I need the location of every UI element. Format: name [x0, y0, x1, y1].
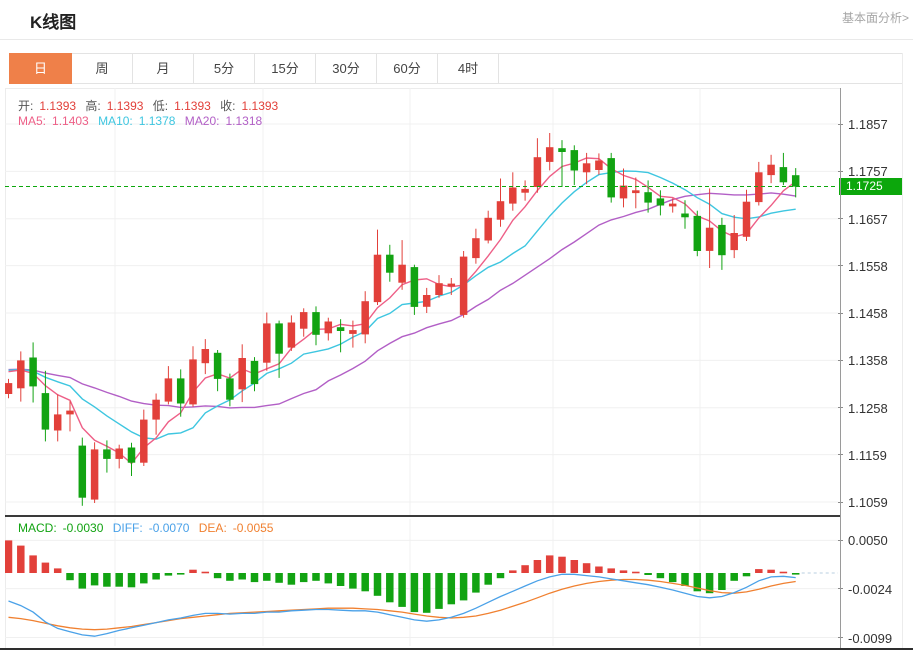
high-value: 1.1393	[106, 99, 144, 113]
price-axis-label: 1.1159	[848, 447, 887, 463]
macd-chart-canvas[interactable]	[5, 519, 841, 646]
price-axis-label: 1.1558	[848, 258, 888, 274]
dea-value: -0.0055	[232, 521, 274, 535]
chart-frame	[5, 88, 841, 649]
panel-separator	[5, 515, 841, 517]
tab-月[interactable]: 月	[133, 54, 194, 83]
candlestick-chart-canvas[interactable]	[5, 88, 841, 515]
interval-tab-bar: 日周月 5分 15分 30分 60分 4时	[9, 53, 903, 84]
page-title: K线图	[30, 13, 77, 32]
ma20-value: 1.1318	[225, 114, 263, 128]
header-divider	[0, 39, 913, 40]
close-value: 1.1393	[241, 99, 279, 113]
price-axis-label: 1.1358	[848, 353, 888, 369]
ohlc-readout: 开: 1.1393 高: 1.1393 低: 1.1393 收: 1.1393	[18, 97, 284, 114]
fundamental-analysis-link[interactable]: 基本面分析>	[841, 11, 909, 25]
tab-30分[interactable]: 30分	[316, 54, 377, 83]
widget-right-border	[902, 53, 903, 649]
axis-border	[840, 88, 841, 649]
dea-label: DEA:	[198, 521, 227, 535]
macd-axis-label: -0.0024	[848, 581, 893, 597]
price-axis-label: 1.1059	[848, 495, 888, 510]
ma5-value: 1.1403	[52, 114, 89, 128]
diff-label: DIFF:	[112, 521, 143, 535]
ma10-value: 1.1378	[138, 114, 176, 128]
price-axis-label: 1.1757	[848, 164, 888, 180]
tab-周[interactable]: 周	[72, 54, 133, 83]
ma10-label: MA10:	[98, 114, 133, 128]
ma20-label: MA20:	[184, 114, 220, 128]
tab-5分[interactable]: 5分	[194, 54, 255, 83]
bottom-border	[0, 648, 913, 650]
price-axis-label: 1.1857	[848, 117, 888, 132]
low-value: 1.1393	[174, 99, 211, 113]
tab-15分[interactable]: 15分	[255, 54, 316, 83]
price-axis-label: 1.1657	[848, 211, 888, 227]
current-price-badge: 1.1725	[839, 178, 903, 196]
macd-axis-label: 0.0050	[848, 533, 888, 549]
tab-60分[interactable]: 60分	[377, 54, 438, 83]
ma5-label: MA5:	[18, 114, 47, 128]
ma-readout: MA5: 1.1403 MA10: 1.1378 MA20: 1.1318	[18, 114, 268, 128]
close-label: 收:	[220, 99, 236, 113]
open-label: 开:	[18, 99, 34, 113]
macd-value: -0.0030	[62, 521, 104, 535]
price-axis-label: 1.1258	[848, 400, 888, 416]
macd-readout: MACD: -0.0030 DIFF: -0.0070 DEA: -0.0055	[18, 521, 279, 535]
open-value: 1.1393	[39, 99, 77, 113]
price-axis-label: 1.1458	[848, 306, 888, 321]
high-label: 高:	[85, 99, 101, 113]
low-label: 低:	[152, 99, 169, 113]
diff-value: -0.0070	[148, 521, 190, 535]
macd-axis-label: -0.0099	[848, 630, 893, 646]
tab-日[interactable]: 日	[9, 53, 72, 84]
macd-label: MACD:	[18, 521, 57, 535]
tab-4时[interactable]: 4时	[438, 54, 499, 83]
